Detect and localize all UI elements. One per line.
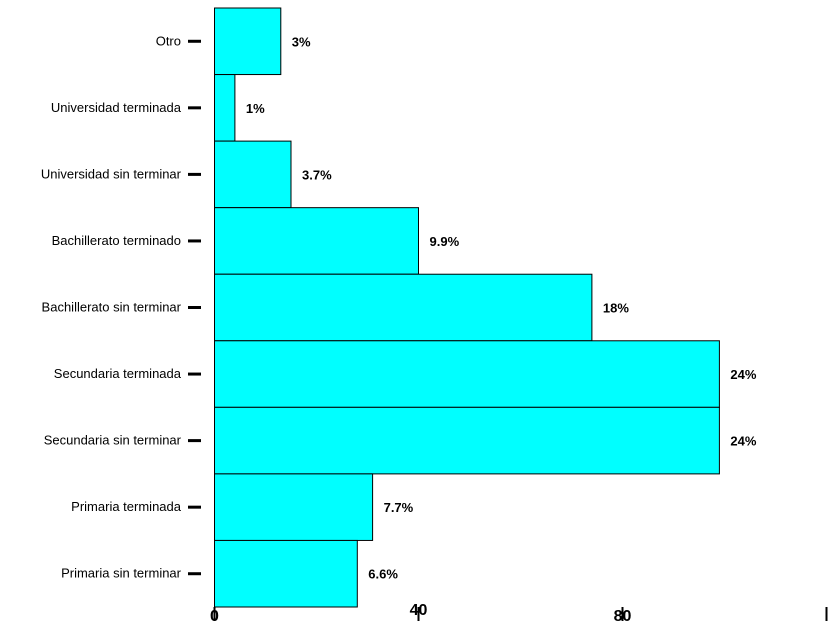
category-label: Secundaria sin terminar: [44, 433, 182, 448]
bar: [214, 74, 236, 142]
category-label: Universidad sin terminar: [41, 166, 182, 181]
bar: [214, 207, 419, 275]
category-label: Universidad terminada: [51, 100, 182, 115]
bar: [214, 406, 720, 475]
category-label: Bachillerato terminado: [52, 233, 181, 248]
data-label: 24%: [730, 367, 756, 382]
x-tick-label: 0: [210, 608, 219, 622]
data-label: 3.7%: [302, 167, 332, 182]
x-tick-label: 80: [614, 608, 632, 622]
category-label: Secundaria terminada: [54, 366, 182, 381]
data-label: 1%: [246, 101, 265, 116]
category-label: Primaria sin terminar: [61, 566, 182, 581]
data-label: 9.9%: [430, 234, 460, 249]
bar: [214, 473, 374, 541]
bar: [214, 140, 292, 209]
x-tick-label: 40: [410, 602, 428, 619]
data-label: 3%: [292, 34, 311, 49]
category-label: Otro: [156, 33, 181, 48]
data-label: 7.7%: [384, 500, 414, 515]
bar: [214, 539, 358, 608]
bar: [214, 273, 593, 342]
category-label: Bachillerato sin terminar: [42, 300, 182, 315]
data-label: 6.6%: [368, 567, 398, 582]
bar: [214, 7, 282, 76]
category-label: Primaria terminada: [71, 499, 182, 514]
data-label: 24%: [730, 434, 756, 449]
bar: [214, 340, 720, 408]
data-label: 18%: [603, 301, 629, 316]
